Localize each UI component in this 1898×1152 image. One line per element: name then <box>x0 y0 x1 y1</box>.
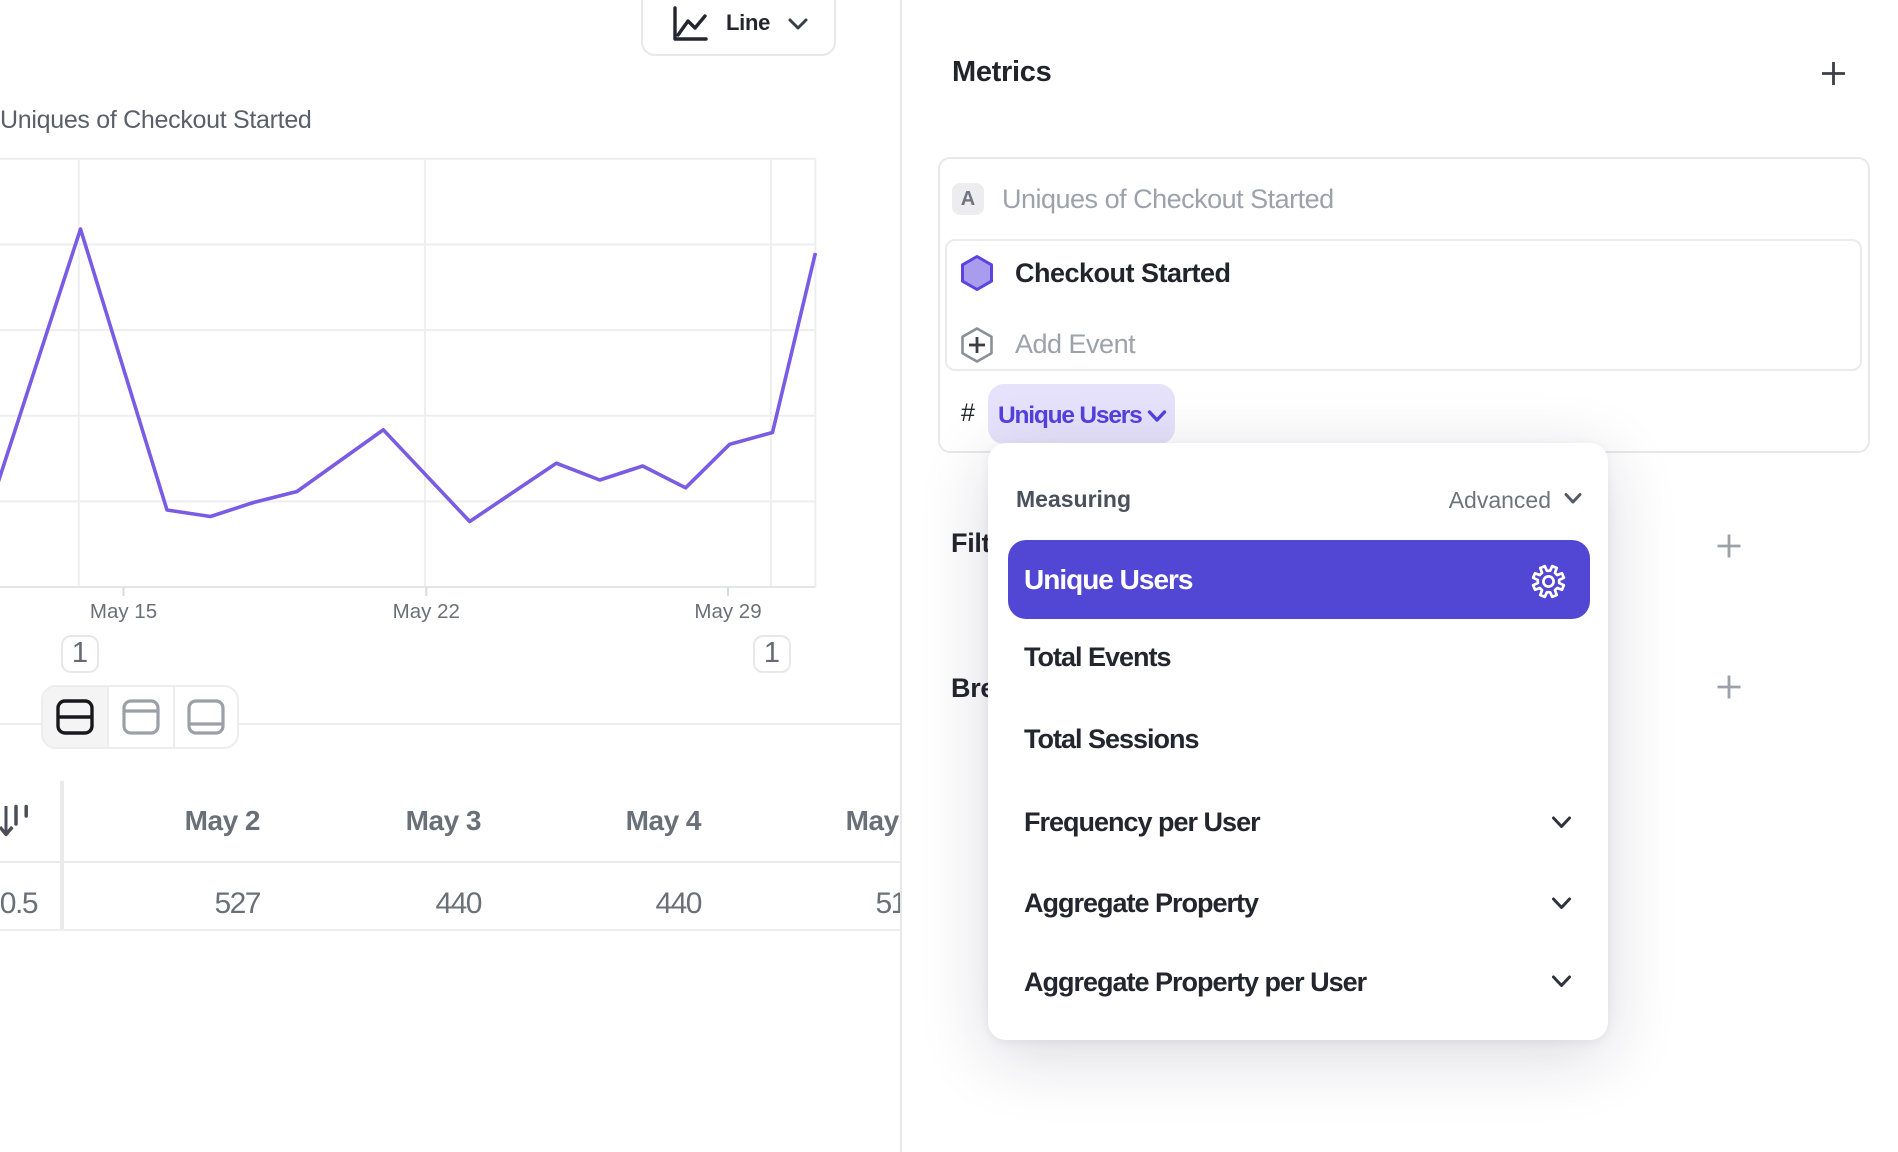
svg-text:May 15: May 15 <box>90 600 157 623</box>
svg-text:May 29: May 29 <box>694 600 761 623</box>
svg-text:May 22: May 22 <box>393 600 460 623</box>
